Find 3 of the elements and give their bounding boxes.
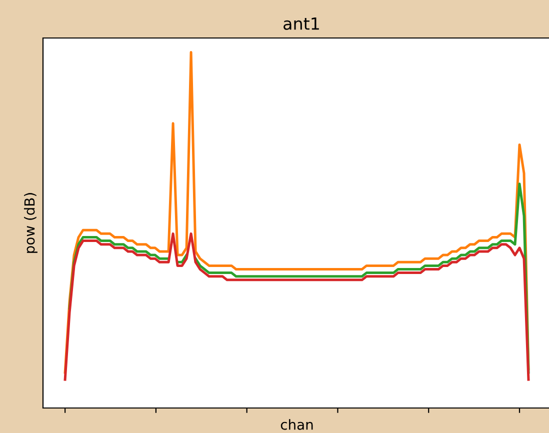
- x-axis-title: chan: [280, 419, 313, 430]
- y-axis-title: pow (dB): [24, 193, 38, 253]
- chart-title: ant1: [284, 18, 319, 30]
